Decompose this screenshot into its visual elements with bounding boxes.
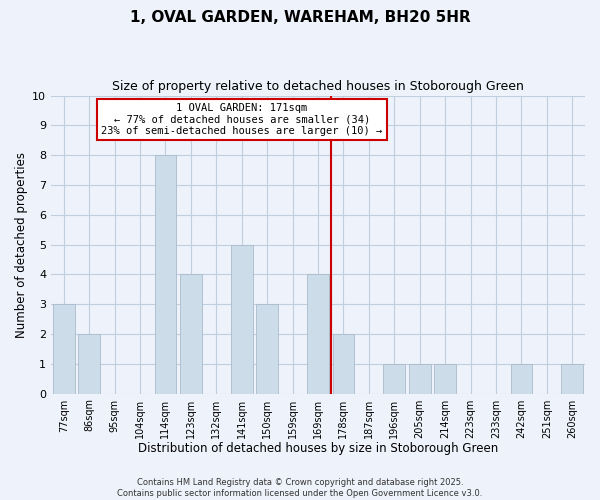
Bar <box>256 304 278 394</box>
Text: Contains HM Land Registry data © Crown copyright and database right 2025.
Contai: Contains HM Land Registry data © Crown c… <box>118 478 482 498</box>
Bar <box>332 334 354 394</box>
Text: 1 OVAL GARDEN: 171sqm
← 77% of detached houses are smaller (34)
23% of semi-deta: 1 OVAL GARDEN: 171sqm ← 77% of detached … <box>101 103 382 136</box>
Bar <box>409 364 431 394</box>
Bar <box>79 334 100 394</box>
Bar <box>511 364 532 394</box>
Bar <box>383 364 405 394</box>
Bar <box>155 155 176 394</box>
Bar <box>307 274 329 394</box>
X-axis label: Distribution of detached houses by size in Stoborough Green: Distribution of detached houses by size … <box>138 442 498 455</box>
Bar <box>53 304 74 394</box>
Title: Size of property relative to detached houses in Stoborough Green: Size of property relative to detached ho… <box>112 80 524 93</box>
Bar <box>434 364 456 394</box>
Bar <box>562 364 583 394</box>
Bar <box>180 274 202 394</box>
Bar <box>231 244 253 394</box>
Y-axis label: Number of detached properties: Number of detached properties <box>15 152 28 338</box>
Text: 1, OVAL GARDEN, WAREHAM, BH20 5HR: 1, OVAL GARDEN, WAREHAM, BH20 5HR <box>130 10 470 25</box>
